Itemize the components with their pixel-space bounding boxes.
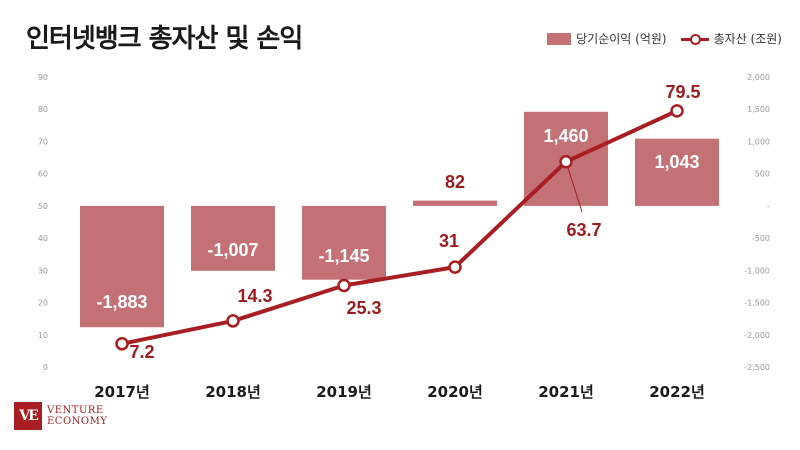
line-value-label: 79.5	[665, 82, 700, 102]
x-tick-label: 2019년	[316, 383, 372, 401]
legend-label-bar: 당기순이익 (억원)	[576, 32, 667, 46]
chart-legend: 당기순이익 (억원) 총자산 (조원)	[547, 30, 782, 47]
y-right-tick-label: 2,000	[747, 73, 770, 82]
chart-title: 인터넷뱅크 총자산 및 손익	[26, 24, 303, 54]
line-point-total-assets	[448, 260, 462, 274]
brand-mark: VE	[14, 402, 42, 430]
bar-value-label: 1,043	[654, 152, 699, 172]
y-left-tick-label: 40	[38, 234, 48, 243]
y-right-tick-label: -	[767, 202, 770, 211]
line-value-label: 31	[439, 231, 459, 251]
y-right-tick-label: -2,000	[744, 331, 770, 340]
y-left-tick-label: 90	[38, 73, 48, 82]
legend-swatch-line	[680, 33, 709, 45]
brand-line-1: VENTURE	[47, 405, 104, 416]
x-tick-label: 2018년	[205, 383, 261, 401]
bar-value-label: 1,460	[543, 126, 588, 146]
y-right-tick-label: -1,500	[744, 299, 770, 308]
y-left-tick-label: 10	[38, 331, 48, 340]
line-total-assets	[121, 109, 678, 346]
y-right-tick-label: -1,000	[744, 266, 770, 275]
brand-text-block: VENTURE ECONOMY	[47, 405, 107, 427]
y-left-tick-label: 50	[38, 202, 48, 211]
bar-net-income	[635, 138, 719, 206]
y-right-tick-label: -500	[752, 234, 770, 243]
line-point-total-assets	[559, 154, 573, 169]
line-point-total-assets	[337, 278, 351, 293]
y-right-tick-label: -2,500	[744, 363, 770, 372]
legend-item-line: 총자산 (조원)	[680, 30, 782, 47]
y-left-tick-label: 0	[43, 363, 48, 372]
x-tick-label: 2022년	[649, 383, 705, 401]
line-value-label: 63.7	[566, 220, 601, 240]
brand-line-2: ECONOMY	[47, 416, 108, 427]
line-point-total-assets	[670, 104, 684, 118]
bar-net-income	[80, 205, 164, 328]
bar-value-label: -1,007	[207, 240, 258, 260]
bar-value-label: 82	[445, 172, 465, 192]
line-point-total-assets	[115, 337, 129, 351]
bar-net-income	[191, 205, 275, 271]
y-left-tick-label: 70	[38, 137, 48, 146]
line-point-total-assets	[226, 314, 240, 328]
x-tick-label: 2017년	[94, 383, 150, 401]
bar-net-income	[302, 205, 386, 280]
bar-net-income	[413, 200, 497, 206]
y-right-tick-label: 500	[755, 170, 770, 179]
line-value-label: 7.2	[129, 342, 154, 362]
x-tick-label: 2020년	[427, 383, 483, 401]
y-left-tick-label: 60	[38, 170, 48, 179]
line-value-label: 25.3	[346, 298, 381, 318]
legend-label-line: 총자산 (조원)	[713, 32, 782, 46]
y-right-tick-label: 1,000	[747, 137, 770, 146]
bar-value-label: -1,145	[318, 246, 369, 266]
legend-swatch-bar	[547, 32, 572, 45]
brand-logo: VE VENTURE ECONOMY	[14, 402, 107, 430]
y-left-tick-label: 30	[38, 266, 48, 275]
y-left-tick-label: 80	[38, 105, 48, 114]
y-right-tick-label: 1,500	[747, 105, 770, 114]
legend-item-bar: 당기순이익 (억원)	[547, 30, 667, 47]
y-left-tick-label: 20	[38, 299, 48, 308]
line-value-label: 14.3	[237, 286, 272, 306]
x-tick-label: 2021년	[538, 383, 594, 401]
bar-value-label: -1,883	[96, 292, 147, 312]
leader-line-2021	[565, 161, 583, 213]
